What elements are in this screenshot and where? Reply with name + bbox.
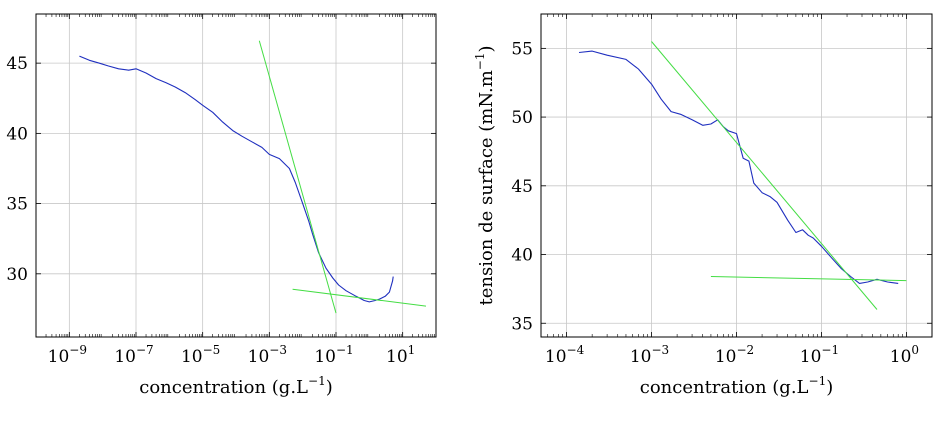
plot-frame bbox=[540, 13, 933, 338]
series-tangent-steep bbox=[651, 41, 878, 310]
x-tick-base: 10 bbox=[386, 347, 408, 367]
x-tick-exponent: −1 bbox=[821, 343, 839, 357]
x-tick-exponent: −4 bbox=[567, 343, 585, 357]
y-tick-label: 40 bbox=[511, 246, 533, 266]
x-tick-exponent: −2 bbox=[736, 343, 754, 357]
x-tick-exponent: −1 bbox=[336, 343, 354, 357]
x-tick-base: 10 bbox=[314, 347, 336, 367]
plot-frame bbox=[35, 13, 437, 338]
x-tick-exponent: −3 bbox=[269, 343, 287, 357]
x-tick-base: 10 bbox=[48, 347, 70, 367]
y-axis-label-text: tension de surface (mN.m bbox=[476, 70, 497, 305]
y-tick-label: 35 bbox=[6, 195, 28, 215]
x-tick-exponent: 0 bbox=[911, 343, 919, 357]
y-axis-label-suffix: ) bbox=[476, 45, 497, 52]
y-tick-label: 55 bbox=[511, 39, 533, 59]
x-tick-exponent: −7 bbox=[136, 343, 154, 357]
series-tangent-plateau bbox=[710, 276, 907, 282]
x-tick-base: 10 bbox=[248, 347, 270, 367]
x-tick-label: 100 bbox=[890, 343, 919, 367]
x-tick-label: 10−2 bbox=[715, 343, 754, 367]
y-tick-label: 45 bbox=[6, 54, 28, 74]
x-tick-base: 10 bbox=[630, 347, 652, 367]
x-axis-label: concentration (g.L−1) bbox=[139, 374, 333, 398]
x-axis-label-suffix: ) bbox=[326, 377, 333, 398]
x-axis-label-exponent: −1 bbox=[308, 374, 326, 388]
x-tick-label: 10−5 bbox=[181, 343, 220, 367]
x-tick-exponent: −5 bbox=[203, 343, 221, 357]
x-tick-label: 10−4 bbox=[545, 343, 585, 367]
y-tick-label: 30 bbox=[6, 265, 28, 285]
series-measured bbox=[79, 55, 394, 303]
x-tick-exponent: −3 bbox=[652, 343, 670, 357]
series-tangent-steep bbox=[258, 40, 337, 314]
x-tick-base: 10 bbox=[800, 347, 822, 367]
y-tick-label: 35 bbox=[511, 314, 533, 334]
x-tick-base: 10 bbox=[545, 347, 567, 367]
y-tick-label: 45 bbox=[511, 177, 533, 197]
x-axis-label-exponent: −1 bbox=[809, 374, 827, 388]
x-tick-base: 10 bbox=[715, 347, 737, 367]
x-tick-label: 10−3 bbox=[248, 343, 287, 367]
x-tick-label: 10−1 bbox=[314, 343, 353, 367]
series-measured bbox=[578, 50, 899, 284]
x-tick-label: 10−7 bbox=[114, 343, 153, 367]
y-tick-label: 50 bbox=[511, 108, 533, 128]
x-axis-label-text: concentration (g.L bbox=[139, 377, 308, 398]
x-axis-label-text: concentration (g.L bbox=[640, 377, 809, 398]
y-axis-label: tension de surface (mN.m−1) bbox=[473, 45, 497, 305]
x-tick-label: 10−9 bbox=[48, 343, 87, 367]
x-tick-base: 10 bbox=[114, 347, 136, 367]
chart-left: 10−9 10−7 10−5 10−3 10−1 10130354045concentra… bbox=[6, 13, 437, 398]
x-tick-label: 10−3 bbox=[630, 343, 669, 367]
y-tick-label: 40 bbox=[6, 124, 28, 144]
chart-right: 10−4 10−3 10−2 10−1 1003540455055concentrati… bbox=[473, 13, 933, 398]
x-tick-base: 10 bbox=[181, 347, 203, 367]
series-tangent-plateau bbox=[292, 288, 427, 307]
x-tick-exponent: −9 bbox=[69, 343, 87, 357]
x-tick-exponent: 1 bbox=[408, 343, 416, 357]
x-tick-label: 10−1 bbox=[800, 343, 839, 367]
x-axis-label: concentration (g.L−1) bbox=[640, 374, 834, 398]
x-axis-label-suffix: ) bbox=[826, 377, 833, 398]
y-axis-label-exponent: −1 bbox=[473, 53, 487, 71]
x-tick-base: 10 bbox=[890, 347, 912, 367]
x-tick-label: 101 bbox=[386, 343, 415, 367]
